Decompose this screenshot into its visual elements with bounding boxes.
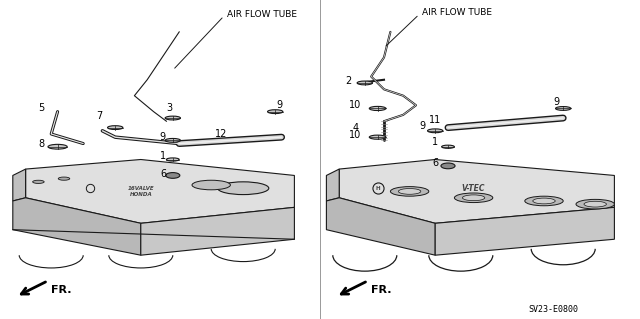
Text: FR.: FR. [51, 285, 72, 295]
Text: 9: 9 [159, 132, 166, 142]
Text: 9: 9 [419, 121, 426, 131]
Text: 9: 9 [276, 100, 283, 110]
Text: 11: 11 [429, 115, 442, 125]
Polygon shape [326, 169, 339, 201]
Ellipse shape [165, 116, 180, 120]
Polygon shape [435, 207, 614, 255]
Text: H: H [375, 186, 380, 191]
Ellipse shape [525, 196, 563, 206]
Text: 10: 10 [349, 130, 362, 140]
Polygon shape [141, 207, 294, 255]
Text: 1: 1 [160, 151, 166, 161]
Ellipse shape [576, 199, 614, 209]
Ellipse shape [390, 187, 429, 196]
Ellipse shape [463, 195, 485, 201]
Ellipse shape [454, 193, 493, 203]
Ellipse shape [357, 81, 372, 85]
Text: 12: 12 [214, 129, 227, 139]
Ellipse shape [369, 107, 386, 110]
Text: 16VALVE
HONDA: 16VALVE HONDA [127, 186, 154, 197]
Ellipse shape [165, 138, 180, 142]
Polygon shape [326, 198, 435, 255]
Polygon shape [13, 169, 26, 201]
Ellipse shape [108, 126, 123, 130]
Text: 4: 4 [352, 122, 358, 133]
Text: 2: 2 [346, 76, 352, 86]
Text: 6: 6 [160, 169, 166, 179]
Text: 5: 5 [38, 103, 45, 114]
Text: 7: 7 [96, 111, 102, 122]
Ellipse shape [428, 129, 443, 133]
Text: AIR FLOW TUBE: AIR FLOW TUBE [227, 10, 297, 19]
Ellipse shape [218, 182, 269, 195]
Ellipse shape [369, 135, 386, 139]
Ellipse shape [58, 177, 70, 180]
Ellipse shape [48, 145, 67, 149]
Ellipse shape [192, 180, 230, 190]
Polygon shape [13, 198, 141, 255]
Text: 6: 6 [432, 158, 438, 168]
Polygon shape [339, 160, 614, 223]
Text: 9: 9 [554, 97, 560, 107]
Ellipse shape [532, 198, 556, 204]
Polygon shape [26, 160, 294, 223]
Ellipse shape [584, 201, 607, 207]
Text: SV23-E0800: SV23-E0800 [529, 305, 579, 314]
Ellipse shape [398, 189, 421, 194]
Text: V-TEC: V-TEC [462, 184, 485, 193]
Ellipse shape [166, 158, 179, 161]
Text: 8: 8 [38, 139, 45, 149]
Text: 10: 10 [349, 100, 362, 110]
Ellipse shape [268, 110, 283, 114]
Text: 1: 1 [432, 137, 438, 147]
Ellipse shape [33, 180, 44, 183]
Ellipse shape [441, 163, 455, 169]
Ellipse shape [166, 173, 180, 178]
Text: AIR FLOW TUBE: AIR FLOW TUBE [422, 8, 492, 17]
Text: 3: 3 [166, 103, 173, 114]
Text: FR.: FR. [371, 285, 392, 295]
Ellipse shape [442, 145, 454, 148]
Ellipse shape [556, 107, 571, 110]
